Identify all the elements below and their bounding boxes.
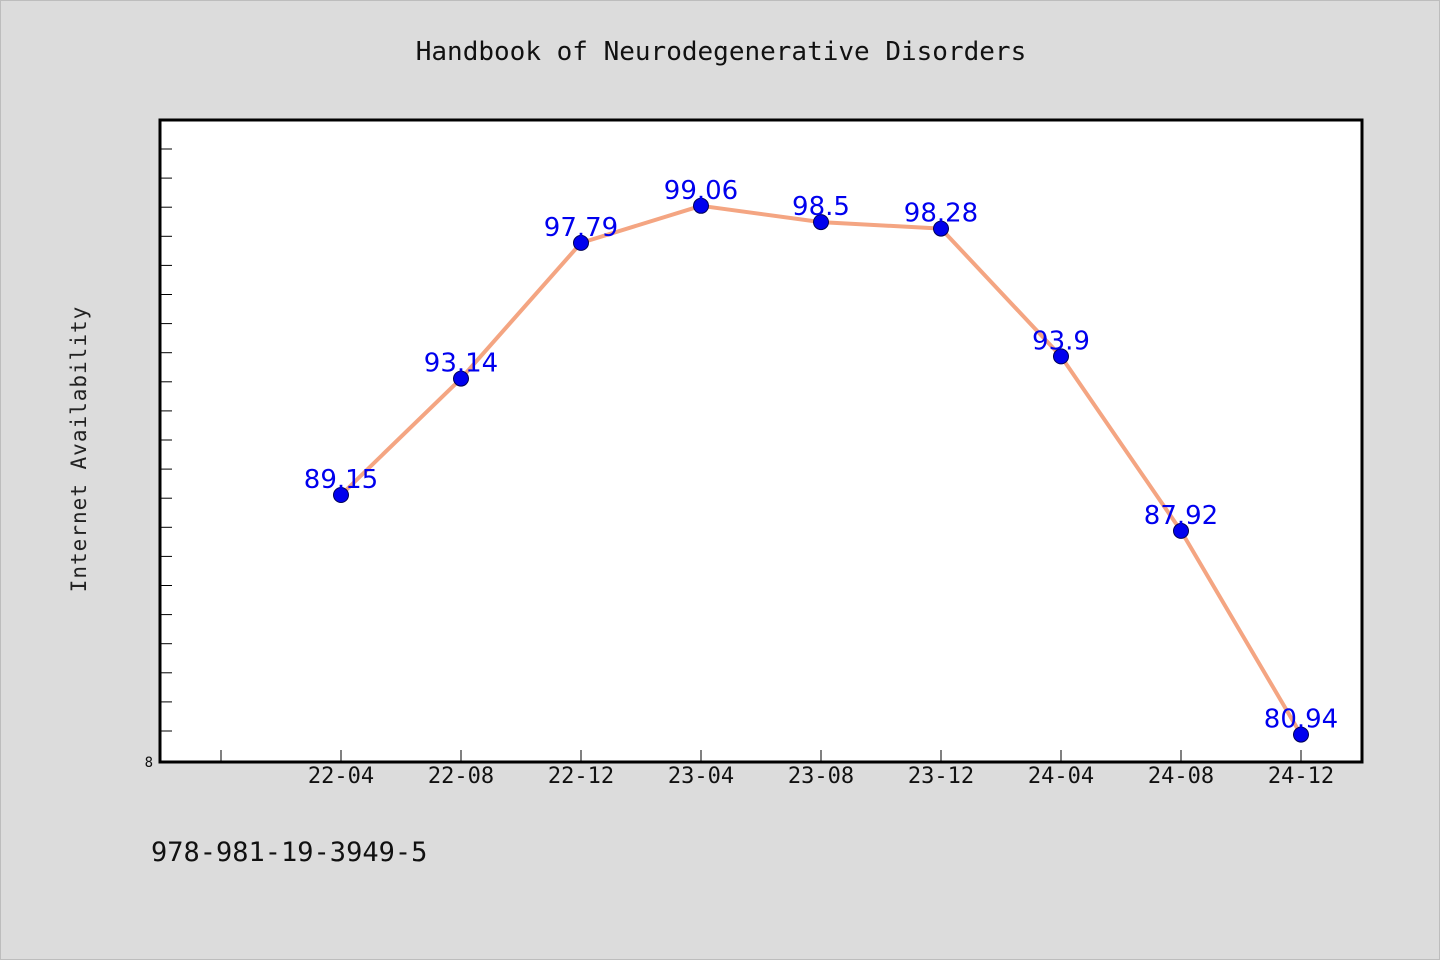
data-label: 99.06 <box>664 176 738 206</box>
data-label: 87.92 <box>1144 501 1218 531</box>
x-tick-label: 23-12 <box>908 764 974 789</box>
data-point <box>1173 522 1189 539</box>
chart-title: Handbook of Neurodegenerative Disorders <box>415 37 1027 67</box>
data-label: 98.28 <box>904 199 978 229</box>
plot-area <box>158 118 1364 764</box>
x-tick-label: 22-12 <box>548 764 614 789</box>
y-axis-min-label: 8 <box>145 755 153 771</box>
data-point <box>933 220 949 237</box>
data-point <box>693 197 709 214</box>
data-label: 98.5 <box>792 192 850 222</box>
data-label: 93.9 <box>1032 326 1090 356</box>
data-label: 80.94 <box>1264 705 1338 735</box>
y-axis-ticks <box>160 148 172 732</box>
data-point <box>1053 348 1069 365</box>
x-tick-label: 24-12 <box>1268 764 1334 789</box>
x-tick-label: 22-08 <box>428 764 494 789</box>
data-label: 97.79 <box>544 213 618 243</box>
data-label: 93.14 <box>424 349 498 379</box>
x-tick-label: 23-04 <box>668 764 734 789</box>
data-point <box>453 370 469 387</box>
series-group: 89.15 93.14 97.79 99.06 98.5 98.28 93.9 87.92 80… <box>304 176 1338 743</box>
x-tick-label: 24-04 <box>1028 764 1094 789</box>
footer-code: 978-981-19-3949-5 <box>151 837 428 868</box>
data-point <box>1293 726 1309 743</box>
x-tick-label: 23-08 <box>788 764 854 789</box>
x-tick-label: 22-04 <box>308 764 374 789</box>
data-point <box>333 487 349 503</box>
x-tick-label: 24-08 <box>1148 764 1214 789</box>
data-point <box>573 234 589 251</box>
data-label: 89.15 <box>304 465 378 495</box>
x-axis-ticks: 22-04 22-08 22-12 23-04 23-08 23-12 24-04 24-08… <box>220 750 1334 789</box>
data-point <box>813 214 829 231</box>
